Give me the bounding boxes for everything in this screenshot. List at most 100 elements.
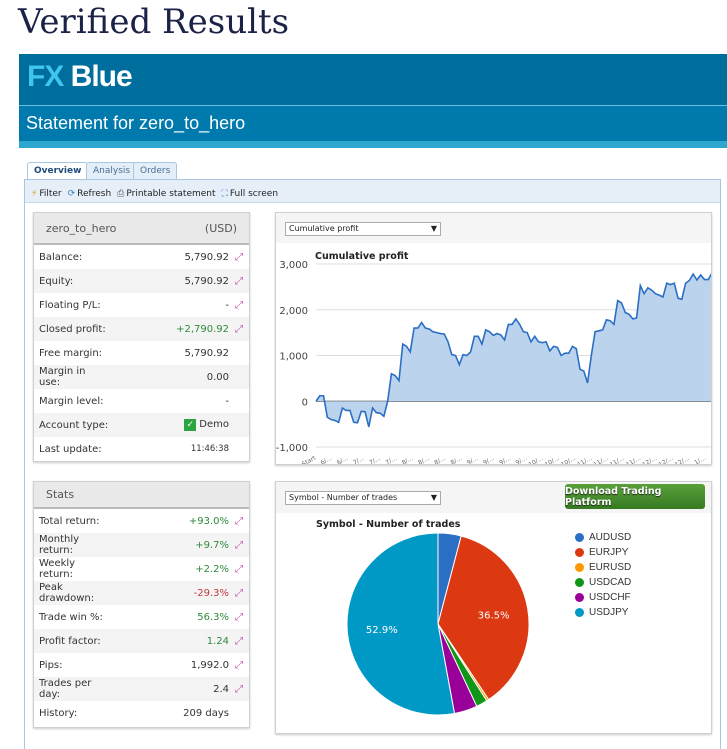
pie-slice-usdjpy — [346, 532, 456, 716]
chart-icon[interactable]: ⤢ — [235, 515, 243, 527]
row-label: Balance: — [39, 251, 83, 263]
stat-row: Equity: 5,790.92 ⤢ — [34, 269, 249, 293]
area-fill — [316, 274, 711, 427]
x-tick-label: 9/… — [515, 455, 529, 464]
y-tick-label: -1,000 — [276, 443, 308, 454]
row-value: 56.3% — [197, 611, 229, 623]
legend-dot-icon — [575, 578, 584, 587]
fxblue-logo[interactable]: FX Blue — [27, 60, 133, 94]
stat-row: History: 209 days — [34, 701, 249, 725]
legend-item: USDCAD — [575, 575, 631, 590]
content-frame — [24, 179, 721, 749]
row-value: - — [225, 395, 229, 407]
chart-type-select[interactable]: Cumulative profit ▼ — [285, 222, 441, 236]
chart-icon[interactable]: ⤢ — [235, 251, 243, 263]
row-value: +2.2% — [195, 563, 229, 575]
legend-dot-icon — [575, 593, 584, 602]
stat-row: Total return: +93.0% ⤢ — [34, 509, 249, 533]
cumulative-profit-chart: 3,000 2,000 1,000 0 -1,000 Cumulative profit S… — [276, 243, 711, 464]
pie-type-select[interactable]: Symbol - Number of trades ▼ — [285, 491, 441, 505]
x-tick-label: 7/… — [385, 455, 399, 464]
stat-row: Trade win %: 56.3% ⤢ — [34, 605, 249, 629]
chart-icon[interactable]: ⤢ — [235, 275, 243, 287]
legend-label: AUDUSD — [589, 532, 632, 543]
row-label: Margin level: — [39, 395, 104, 407]
symbol-pie-chart: Symbol - Number of trades 36.5% 52.9% — [276, 513, 711, 733]
check-icon: ✓ — [184, 419, 197, 431]
legend-item: USDCHF — [575, 590, 631, 605]
fullscreen-label: Full screen — [229, 189, 279, 199]
chart-icon[interactable]: ⤢ — [235, 635, 243, 647]
slice-label: 52.9% — [366, 625, 398, 636]
row-value: +2,790.92 — [176, 323, 229, 335]
dropdown-arrow-icon: ▼ — [430, 493, 437, 502]
y-tick-label: 3,000 — [279, 260, 308, 271]
stat-row: Last update: 11:46:38 — [34, 437, 249, 461]
chart-icon[interactable]: ⤢ — [235, 587, 243, 599]
row-value: 209 days — [183, 707, 229, 719]
print-button[interactable]: ⎙ Printable statement — [117, 186, 215, 202]
chart-icon[interactable]: ⤢ — [235, 659, 243, 671]
refresh-button[interactable]: ⟳ Refresh — [68, 186, 112, 202]
row-value: +93.0% — [188, 515, 229, 527]
row-value: 1,992.0 — [190, 659, 229, 671]
filter-button[interactable]: ⚡ Filter — [31, 186, 62, 202]
account-panel: zero_to_hero (USD) Balance: 5,790.92 ⤢ Equit… — [33, 212, 250, 462]
x-tick-label: 8/… — [417, 455, 431, 464]
stats-header: Stats — [34, 482, 249, 509]
pie-title: Symbol - Number of trades — [316, 519, 461, 530]
row-value: 1.24 — [206, 635, 229, 647]
stat-row: Pips: 1,992.0 ⤢ — [34, 653, 249, 677]
legend-dot-icon — [575, 533, 584, 542]
legend-label: USDCAD — [589, 577, 632, 588]
profit-line — [315, 272, 711, 428]
tab-overview[interactable]: Overview — [27, 162, 89, 180]
stat-row: Margin in use: 0.00 — [34, 365, 249, 389]
row-label: Free margin: — [39, 347, 103, 359]
chart-icon[interactable]: ⤢ — [235, 611, 243, 623]
row-value: 11:46:38 — [190, 444, 229, 454]
fullscreen-button[interactable]: ⛶ Full screen — [222, 186, 278, 202]
stat-row: Floating P/L: - ⤢ — [34, 293, 249, 317]
stat-row: Account type: ✓ Demo — [34, 413, 249, 437]
download-platform-button[interactable]: Download Trading Platform — [565, 484, 705, 509]
stat-row: Closed profit: +2,790.92 ⤢ — [34, 317, 249, 341]
fxblue-header — [19, 54, 727, 105]
x-tick-label: Start — [301, 454, 318, 464]
tab-analysis[interactable]: Analysis — [86, 162, 138, 179]
legend-item: USDJPY — [575, 605, 631, 620]
chart-icon[interactable]: ⤢ — [235, 323, 243, 335]
toolbar: ⚡ Filter ⟳ Refresh ⎙ Printable statement ⛶ F… — [25, 180, 720, 203]
row-label: Last update: — [39, 443, 102, 455]
stat-row: Peak drawdown: -29.3% ⤢ — [34, 581, 249, 605]
account-name: zero_to_hero — [46, 221, 117, 235]
x-tick-label: 7/… — [368, 455, 382, 464]
chart-icon[interactable]: ⤢ — [235, 683, 243, 695]
row-label: Account type: — [39, 419, 109, 431]
refresh-label: Refresh — [77, 189, 112, 199]
x-tick-label: 9/… — [482, 455, 496, 464]
pie-slice-eurjpy — [437, 535, 530, 701]
chart-icon[interactable]: ⤢ — [235, 299, 243, 311]
tab-orders[interactable]: Orders — [133, 162, 178, 179]
row-label: Weekly return: — [39, 558, 76, 580]
x-tick-label: 11/… — [609, 455, 626, 464]
x-tick-label: 12/… — [674, 455, 691, 464]
chart-icon[interactable]: ⤢ — [235, 539, 243, 551]
stats-panel: Stats Total return: +93.0% ⤢ Monthly return… — [33, 481, 250, 728]
printer-icon: ⎙ — [117, 189, 125, 199]
header-strip — [19, 141, 727, 148]
stat-row: Profit factor: 1.24 ⤢ — [34, 629, 249, 653]
statement-title: Statement for zero_to_hero — [19, 105, 727, 141]
row-value: Demo — [199, 419, 229, 430]
x-tick-label: 8/… — [401, 455, 415, 464]
logo-fx: FX — [27, 60, 64, 93]
row-value: - — [225, 299, 229, 311]
row-label: Closed profit: — [39, 323, 106, 335]
legend-item: EURJPY — [575, 545, 631, 560]
row-label: Monthly return: — [39, 534, 80, 556]
chart-icon[interactable]: ⤢ — [235, 563, 243, 575]
slice-label: 36.5% — [478, 611, 510, 622]
row-label: Peak drawdown: — [39, 582, 95, 604]
x-tick-label: 8/… — [450, 455, 464, 464]
